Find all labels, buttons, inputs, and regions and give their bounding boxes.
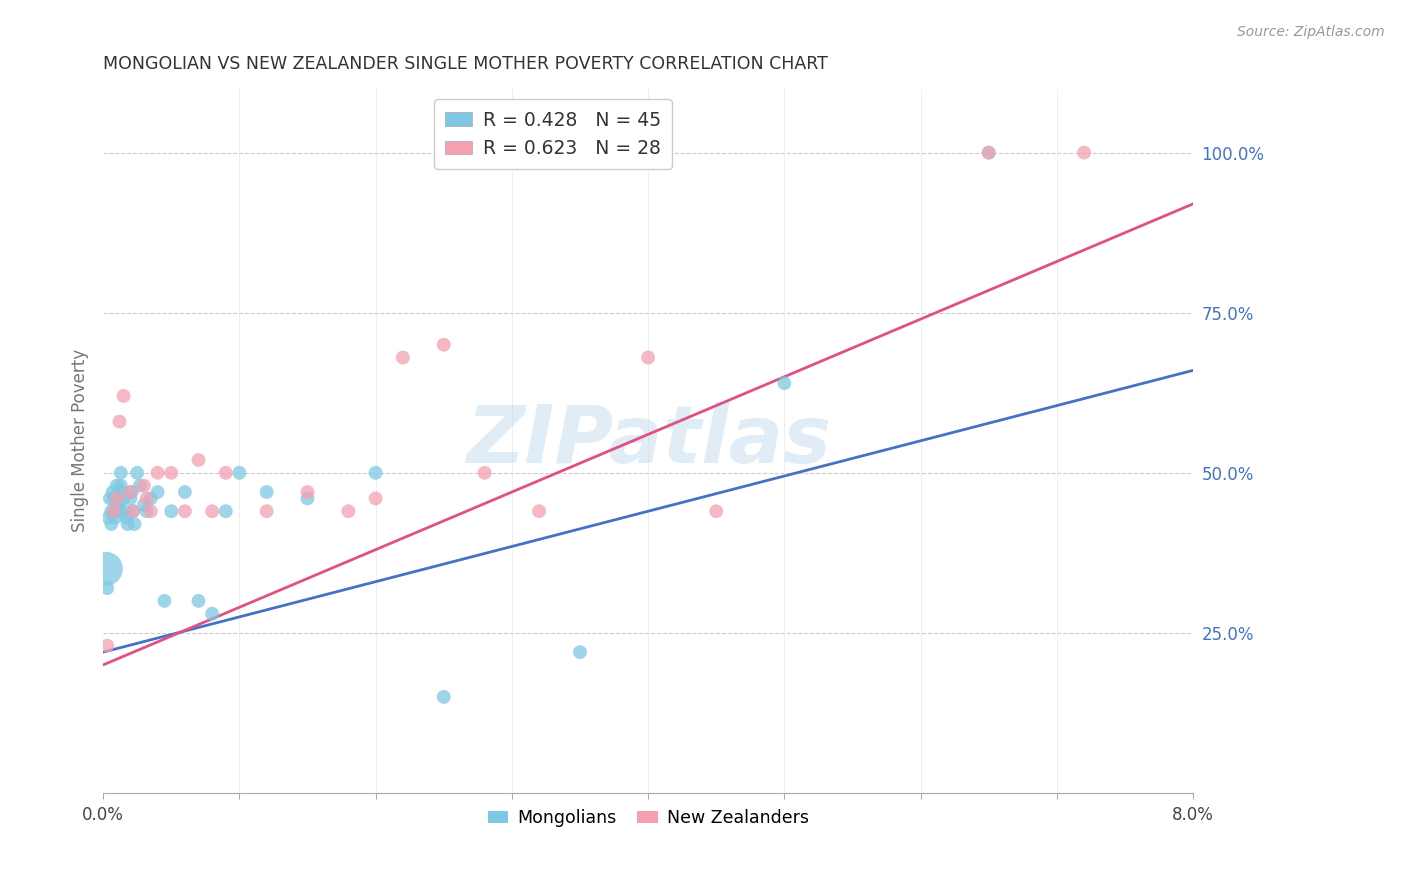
Point	[173, 485, 195, 500]
Point	[117, 516, 139, 531]
Point	[1073, 145, 1095, 160]
Point	[569, 645, 592, 659]
Point	[132, 498, 155, 512]
Point	[105, 478, 128, 492]
Point	[135, 491, 157, 506]
Point	[110, 466, 132, 480]
Text: ZIPatlas: ZIPatlas	[465, 401, 831, 480]
Point	[121, 485, 143, 500]
Point	[704, 504, 727, 518]
Point	[97, 510, 120, 524]
Point	[122, 504, 145, 518]
Point	[160, 504, 183, 518]
Point	[135, 504, 157, 518]
Point	[215, 466, 238, 480]
Point	[127, 466, 149, 480]
Point	[115, 510, 138, 524]
Point	[120, 491, 142, 506]
Legend: Mongolians, New Zealanders: Mongolians, New Zealanders	[481, 802, 815, 834]
Point	[103, 504, 125, 518]
Point	[96, 639, 118, 653]
Point	[124, 516, 146, 531]
Point	[132, 478, 155, 492]
Point	[392, 351, 415, 365]
Y-axis label: Single Mother Poverty: Single Mother Poverty	[72, 350, 89, 533]
Point	[187, 453, 209, 467]
Point	[364, 466, 387, 480]
Point	[146, 466, 169, 480]
Point	[112, 389, 135, 403]
Point	[215, 504, 238, 518]
Point	[474, 466, 496, 480]
Point	[110, 478, 132, 492]
Point	[433, 337, 456, 351]
Point	[122, 504, 145, 518]
Point	[527, 504, 550, 518]
Point	[108, 415, 131, 429]
Point	[129, 478, 152, 492]
Point	[105, 491, 128, 506]
Point	[96, 581, 118, 595]
Point	[107, 498, 129, 512]
Point	[120, 485, 142, 500]
Point	[256, 485, 278, 500]
Point	[146, 485, 169, 500]
Point	[114, 504, 136, 518]
Point	[173, 504, 195, 518]
Point	[111, 485, 134, 500]
Point	[297, 485, 319, 500]
Point	[153, 594, 176, 608]
Point	[103, 491, 125, 506]
Point	[433, 690, 456, 704]
Point	[108, 504, 131, 518]
Point	[98, 491, 121, 506]
Point	[228, 466, 250, 480]
Point	[94, 562, 117, 576]
Text: Source: ZipAtlas.com: Source: ZipAtlas.com	[1237, 25, 1385, 39]
Point	[297, 491, 319, 506]
Point	[105, 491, 128, 506]
Point	[139, 504, 162, 518]
Point	[977, 145, 1000, 160]
Point	[977, 145, 1000, 160]
Point	[364, 491, 387, 506]
Point	[201, 607, 224, 621]
Point	[101, 485, 124, 500]
Point	[139, 491, 162, 506]
Point	[201, 504, 224, 518]
Point	[637, 351, 659, 365]
Point	[100, 504, 122, 518]
Text: MONGOLIAN VS NEW ZEALANDER SINGLE MOTHER POVERTY CORRELATION CHART: MONGOLIAN VS NEW ZEALANDER SINGLE MOTHER…	[103, 55, 828, 73]
Point	[773, 376, 796, 391]
Point	[100, 516, 122, 531]
Point	[104, 510, 127, 524]
Point	[160, 466, 183, 480]
Point	[256, 504, 278, 518]
Point	[112, 491, 135, 506]
Point	[103, 504, 125, 518]
Point	[187, 594, 209, 608]
Point	[337, 504, 360, 518]
